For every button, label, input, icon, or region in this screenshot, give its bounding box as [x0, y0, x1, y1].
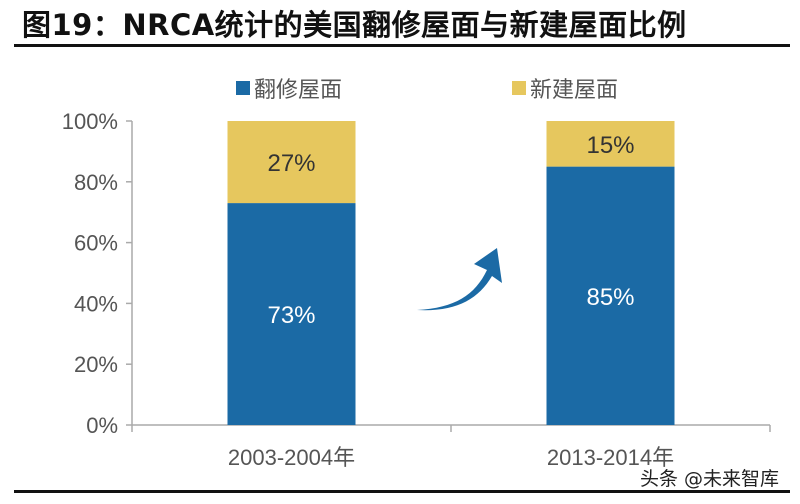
- x-tick-label: 2003-2004年: [228, 445, 355, 470]
- chart-title: 图19：NRCA统计的美国翻修屋面与新建屋面比例: [22, 8, 687, 42]
- bottom-rule: [14, 490, 790, 493]
- legend-swatch-renovation: [236, 81, 250, 95]
- legend-item-new: 新建屋面: [512, 72, 618, 104]
- arrow-up-right-icon: [417, 248, 502, 311]
- y-tick-label: 0%: [86, 413, 118, 438]
- y-tick-label: 100%: [62, 109, 118, 134]
- legend-label: 新建屋面: [530, 78, 619, 103]
- bar-segment: [546, 121, 675, 167]
- y-tick-label: 40%: [74, 291, 118, 316]
- bar-segment: [227, 203, 356, 425]
- x-tick-label: 2013-2014年: [547, 445, 674, 470]
- bar-segment: [227, 121, 356, 204]
- data-label: 73%: [267, 302, 315, 329]
- y-tick-label: 20%: [74, 352, 118, 377]
- legend-swatch-new: [512, 81, 526, 95]
- data-label: 85%: [586, 284, 634, 311]
- data-label: 15%: [586, 132, 634, 159]
- title-rule: [14, 44, 790, 47]
- legend-label: 翻修屋面: [254, 78, 343, 103]
- watermark: 头条 @未来智库: [640, 468, 780, 490]
- y-tick-label: 80%: [74, 170, 118, 195]
- legend-item-renovation: 翻修屋面: [236, 72, 342, 104]
- y-tick-label: 60%: [74, 231, 118, 256]
- data-label: 27%: [267, 150, 315, 177]
- bar-segment: [546, 166, 675, 425]
- legend: 翻修屋面 新建屋面: [0, 72, 800, 104]
